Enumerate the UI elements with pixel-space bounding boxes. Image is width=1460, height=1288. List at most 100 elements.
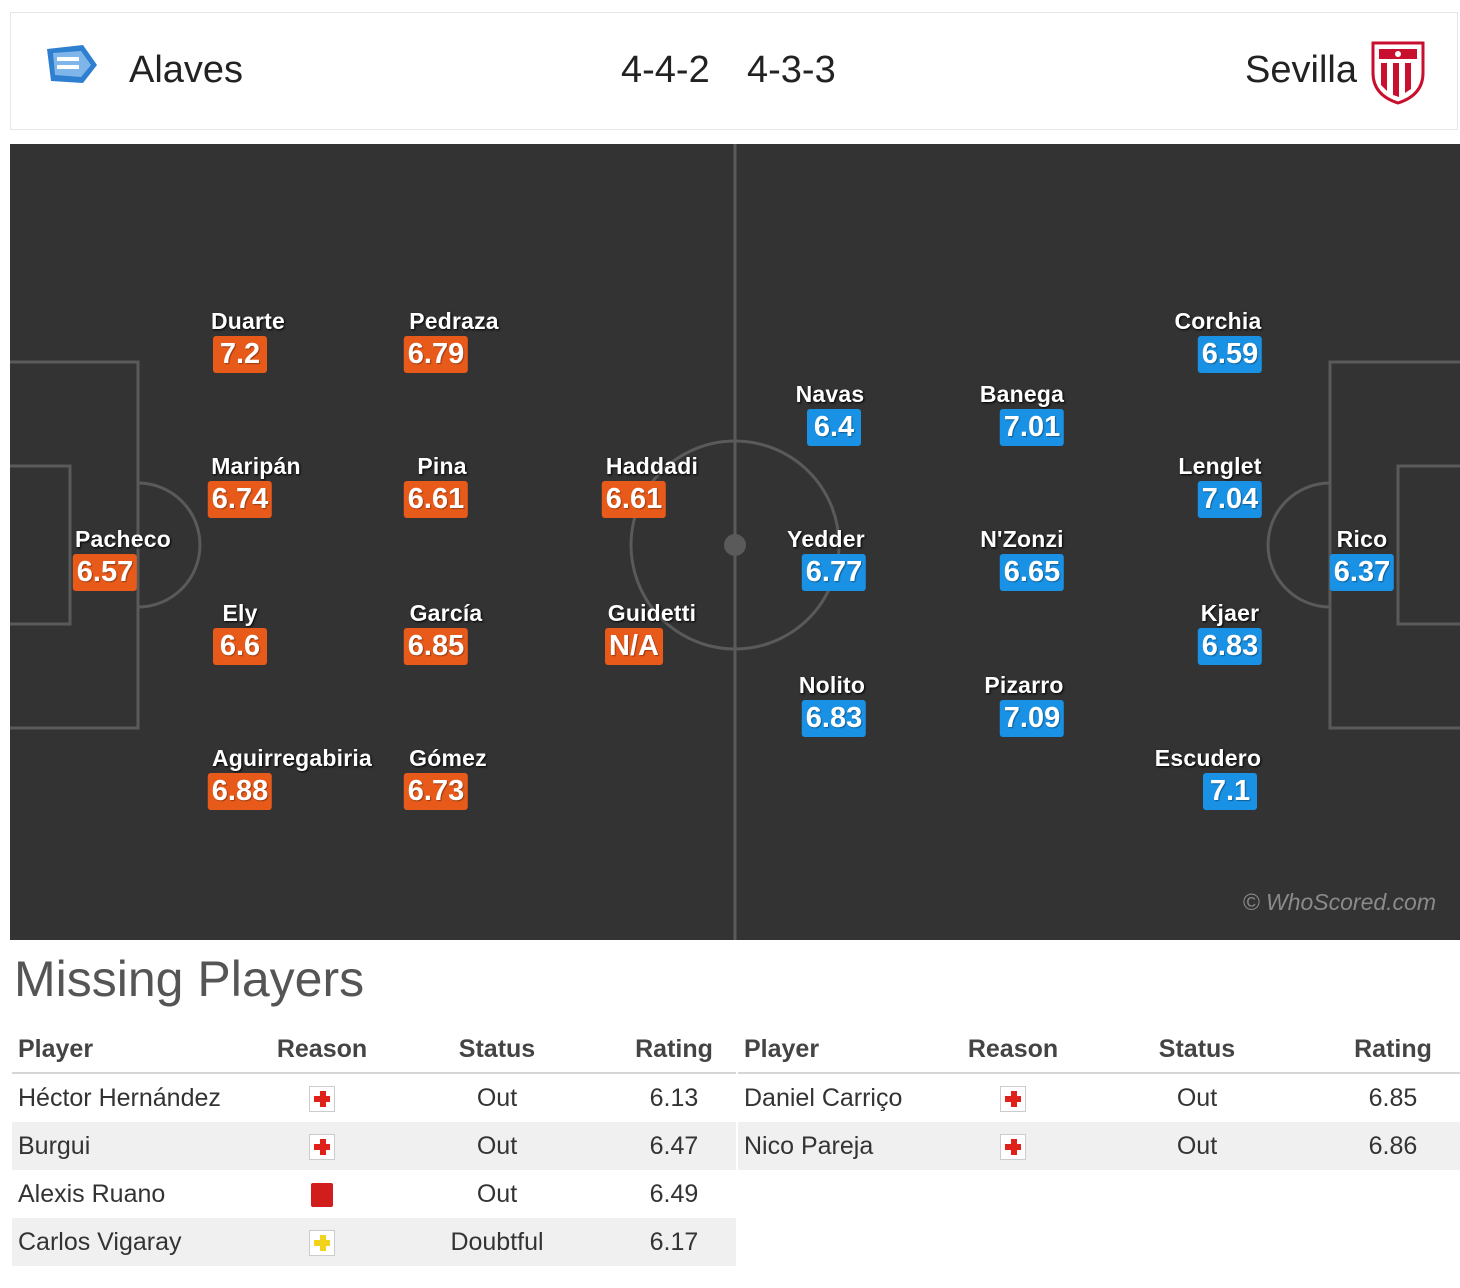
- col-player[interactable]: Player: [12, 1026, 262, 1074]
- player-name[interactable]: Rico: [1336, 526, 1388, 552]
- missing-player-name[interactable]: Carlos Vigaray: [12, 1218, 262, 1266]
- col-player[interactable]: Player: [738, 1026, 958, 1074]
- player-rating-badge: 6.83: [801, 700, 867, 737]
- col-status[interactable]: Status: [382, 1026, 612, 1074]
- col-reason[interactable]: Reason: [958, 1026, 1068, 1074]
- status-text: Out: [476, 1179, 518, 1208]
- player-name[interactable]: Haddadi: [605, 453, 699, 479]
- player-name[interactable]: Yedder: [787, 526, 865, 552]
- player-name[interactable]: Banega: [979, 381, 1065, 407]
- match-header: Alaves 4-4-2 4-3-3 Sevilla: [10, 12, 1458, 130]
- player-name[interactable]: Aguirregabiria: [211, 745, 373, 771]
- player-rating-badge: 6.37: [1329, 554, 1395, 591]
- player-name[interactable]: Gómez: [409, 745, 487, 771]
- player-name[interactable]: García: [409, 600, 483, 626]
- col-reason[interactable]: Reason: [262, 1026, 382, 1074]
- player-rating-badge: 6.79: [403, 336, 469, 373]
- player-rating-badge: 6.77: [801, 554, 867, 591]
- pitch-lines: [10, 144, 1460, 940]
- missing-player-name[interactable]: Nico Pareja: [738, 1122, 958, 1170]
- player-name[interactable]: Escudero: [1154, 745, 1262, 771]
- player-name[interactable]: Pedraza: [409, 308, 499, 334]
- col-rating[interactable]: Rating: [612, 1026, 736, 1074]
- player-rating-badge: 7.09: [999, 700, 1065, 737]
- red-card-icon: [311, 1182, 333, 1207]
- doubtful-icon: [309, 1229, 335, 1256]
- player-name[interactable]: Guidetti: [607, 600, 697, 626]
- missing-player-name[interactable]: Alexis Ruano: [18, 1179, 166, 1208]
- player-rating: 6.17: [612, 1218, 736, 1266]
- missing-player-name[interactable]: Héctor Hernández: [18, 1083, 221, 1112]
- player-rating-badge: 6.88: [207, 773, 273, 810]
- player-name[interactable]: Pacheco: [74, 526, 172, 552]
- missing-home-table: Player Reason Status Rating Héctor Herná…: [12, 1026, 736, 1266]
- player-name[interactable]: Navas: [795, 381, 865, 407]
- table-row: Carlos Vigaray Doubtful 6.17: [12, 1218, 736, 1266]
- player-rating-badge: 6.6: [213, 628, 267, 665]
- player-rating-badge: 7.1: [1203, 773, 1257, 810]
- player-rating-badge: 6.65: [999, 554, 1065, 591]
- missing-player-name[interactable]: Burgui: [12, 1122, 262, 1170]
- player-rating-badge: 7.04: [1197, 481, 1263, 518]
- player-rating-badge: 6.83: [1197, 628, 1263, 665]
- player-name[interactable]: Maripán: [211, 453, 301, 479]
- status-text: Out: [1068, 1122, 1326, 1170]
- watermark: © WhoScored.com: [1242, 889, 1436, 915]
- col-rating[interactable]: Rating: [1326, 1026, 1460, 1074]
- home-team-name[interactable]: Alaves: [129, 49, 244, 91]
- player-name[interactable]: N'Zonzi: [980, 526, 1064, 552]
- missing-player-name[interactable]: Daniel Carriço: [744, 1083, 903, 1112]
- player-rating-badge: 6.4: [807, 409, 861, 446]
- away-formation: 4-3-3: [747, 49, 836, 91]
- col-status[interactable]: Status: [1068, 1026, 1326, 1074]
- player-rating-badge: 6.73: [403, 773, 469, 810]
- pitch: Pacheco 6.57 Duarte 7.2 Maripán 6.74 Ely 6.6 Agu…: [10, 144, 1460, 940]
- injury-icon: [309, 1085, 335, 1112]
- player-rating: 6.85: [1368, 1083, 1418, 1112]
- table-row: Burgui Out 6.47: [12, 1122, 736, 1170]
- player-rating-badge: 6.85: [403, 628, 469, 665]
- player-name[interactable]: Lenglet: [1178, 453, 1262, 479]
- player-name[interactable]: Kjaer: [1200, 600, 1260, 626]
- missing-players-title: Missing Players: [14, 951, 365, 1007]
- injury-icon: [309, 1133, 335, 1160]
- status-text: Doubtful: [382, 1218, 612, 1266]
- status-text: Out: [382, 1122, 612, 1170]
- sevilla-crest-icon: [1371, 41, 1425, 105]
- player-name[interactable]: Duarte: [210, 308, 286, 334]
- player-rating-badge: N/A: [605, 628, 663, 665]
- injury-icon: [1000, 1085, 1026, 1112]
- player-rating: 6.13: [649, 1083, 699, 1112]
- home-formation: 4-4-2: [621, 49, 710, 91]
- table-row: Daniel Carriço Out 6.85: [738, 1073, 1460, 1122]
- alaves-crest-icon: [47, 45, 97, 83]
- player-rating-badge: 6.61: [601, 481, 667, 518]
- player-rating-badge: 6.57: [72, 554, 138, 591]
- table-row: Alexis Ruano Out 6.49: [12, 1170, 736, 1218]
- player-rating-badge: 7.2: [213, 336, 267, 373]
- reason-cell: [958, 1073, 1068, 1122]
- table-row: Nico Pareja Out 6.86: [738, 1122, 1460, 1170]
- reason-cell: [958, 1122, 1068, 1170]
- player-rating-badge: 6.61: [403, 481, 469, 518]
- status-text: Out: [476, 1083, 518, 1112]
- reason-cell: [262, 1073, 382, 1122]
- table-row: Héctor Hernández Out 6.13: [12, 1073, 736, 1122]
- player-name[interactable]: Pizarro: [984, 672, 1064, 698]
- player-name[interactable]: Ely: [222, 600, 258, 626]
- player-rating: 6.86: [1326, 1122, 1460, 1170]
- player-name[interactable]: Corchia: [1174, 308, 1262, 334]
- reason-cell: [262, 1218, 382, 1266]
- player-name[interactable]: Nolito: [798, 672, 866, 698]
- injury-icon: [1000, 1133, 1026, 1160]
- reason-cell: [262, 1170, 382, 1218]
- player-name[interactable]: Pina: [417, 453, 467, 479]
- away-team-name[interactable]: Sevilla: [1245, 49, 1357, 91]
- player-rating: 6.47: [612, 1122, 736, 1170]
- player-rating: 6.49: [649, 1179, 699, 1208]
- player-rating-badge: 7.01: [999, 409, 1065, 446]
- reason-cell: [262, 1122, 382, 1170]
- status-text: Out: [1176, 1083, 1218, 1112]
- player-rating-badge: 6.74: [207, 481, 273, 518]
- missing-away-table: Player Reason Status Rating Daniel Carri…: [738, 1026, 1460, 1170]
